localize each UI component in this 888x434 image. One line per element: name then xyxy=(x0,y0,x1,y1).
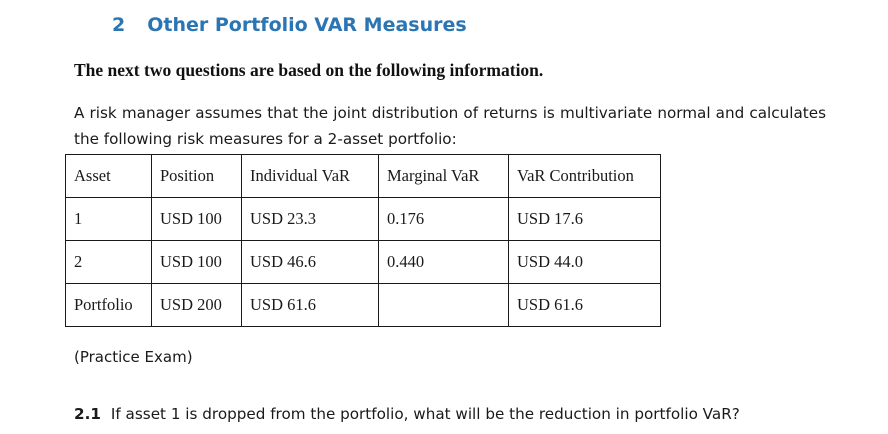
table-row: Portfolio USD 200 USD 61.6 USD 61.6 xyxy=(65,283,661,327)
cell-individual-var: USD 46.6 xyxy=(241,240,379,284)
cell-marginal-var: 0.440 xyxy=(378,240,509,284)
cell-var-contribution: USD 61.6 xyxy=(508,283,661,327)
cell-asset: Portfolio xyxy=(65,283,152,327)
cell-marginal-var xyxy=(378,283,509,327)
cell-position: USD 100 xyxy=(151,197,242,241)
cell-asset: 1 xyxy=(65,197,152,241)
section-heading: 2 Other Portfolio VAR Measures xyxy=(112,14,467,36)
cell-individual-var: USD 23.3 xyxy=(241,197,379,241)
intro-paragraph: A risk manager assumes that the joint di… xyxy=(74,104,826,148)
lead-text: The next two questions are based on the … xyxy=(74,60,544,80)
cell-var-contribution: USD 44.0 xyxy=(508,240,661,284)
question-text: If asset 1 is dropped from the portfolio… xyxy=(110,405,740,423)
cell-position: USD 100 xyxy=(151,240,242,284)
section-title: Other Portfolio VAR Measures xyxy=(147,14,467,36)
source-note: (Practice Exam) xyxy=(74,348,193,366)
cell-marginal-var: 0.176 xyxy=(378,197,509,241)
header-position: Position xyxy=(151,154,242,198)
question: 2.1 If asset 1 is dropped from the portfo… xyxy=(74,405,740,423)
header-var-contribution: VaR Contribution xyxy=(508,154,661,198)
risk-measures-table: Asset Position Individual VaR Marginal V… xyxy=(65,154,661,327)
table-row: 1 USD 100 USD 23.3 0.176 USD 17.6 xyxy=(65,197,661,241)
table-row: 2 USD 100 USD 46.6 0.440 USD 44.0 xyxy=(65,240,661,284)
table-header-row: Asset Position Individual VaR Marginal V… xyxy=(65,154,661,198)
cell-var-contribution: USD 17.6 xyxy=(508,197,661,241)
cell-position: USD 200 xyxy=(151,283,242,327)
cell-individual-var: USD 61.6 xyxy=(241,283,379,327)
section-number: 2 xyxy=(112,14,126,36)
header-individual-var: Individual VaR xyxy=(241,154,379,198)
cell-asset: 2 xyxy=(65,240,152,284)
header-asset: Asset xyxy=(65,154,152,198)
question-number: 2.1 xyxy=(74,405,101,423)
header-marginal-var: Marginal VaR xyxy=(378,154,509,198)
